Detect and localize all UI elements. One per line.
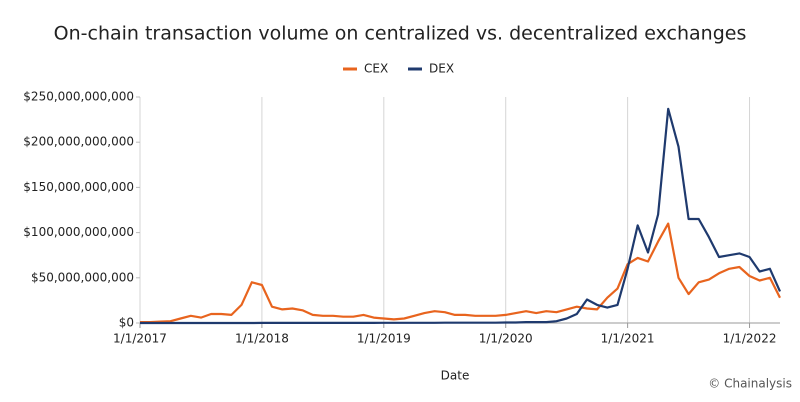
x-tick-label: 1/1/2018 bbox=[235, 332, 289, 346]
y-tick-label: $250,000,000,000 bbox=[23, 90, 134, 104]
series-line bbox=[140, 222, 781, 324]
series-line bbox=[140, 107, 782, 325]
chart-title: On-chain transaction volume on centraliz… bbox=[54, 23, 747, 45]
x-tick-label: 1/1/2022 bbox=[723, 332, 777, 346]
source: © Chainalysis bbox=[708, 377, 792, 391]
x-tick-label: 1/1/2019 bbox=[357, 332, 411, 346]
y-tick-label: $50,000,000,000 bbox=[31, 270, 134, 284]
x-tick-label: 1/1/2020 bbox=[479, 332, 533, 346]
y-tick-label: $100,000,000,000 bbox=[23, 225, 134, 239]
x-axis-label: Date bbox=[441, 369, 470, 383]
x-tick-label: 1/1/2017 bbox=[113, 332, 167, 346]
y-tick-label: $150,000,000,000 bbox=[23, 180, 134, 194]
x-tick-label: 1/1/2021 bbox=[601, 332, 655, 346]
y-tick-label: $200,000,000,000 bbox=[23, 135, 134, 149]
legend-label: CEX bbox=[364, 62, 388, 76]
y-tick-label: $0 bbox=[119, 316, 134, 330]
legend-label: DEX bbox=[429, 62, 454, 76]
